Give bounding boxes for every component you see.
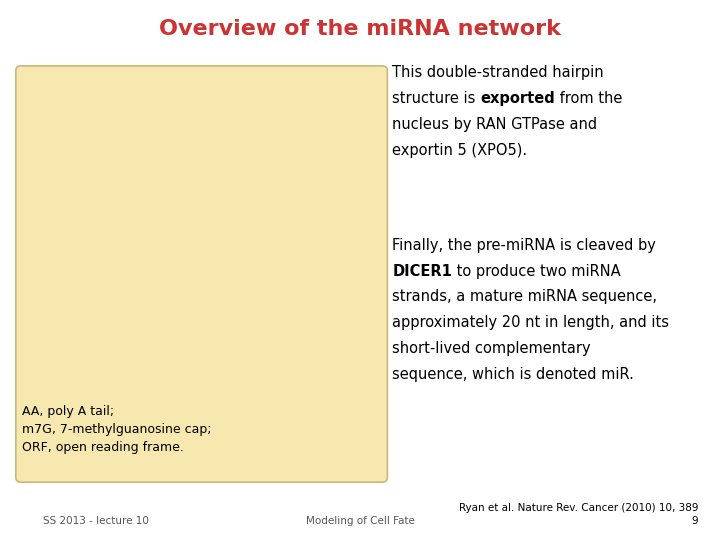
- Text: sequence, which is denoted miR.: sequence, which is denoted miR.: [392, 367, 634, 382]
- Text: DICER1: DICER1: [392, 264, 452, 279]
- Text: Overview of the miRNA network: Overview of the miRNA network: [159, 19, 561, 39]
- FancyBboxPatch shape: [16, 66, 387, 482]
- Text: short-lived complementary: short-lived complementary: [392, 341, 591, 356]
- Text: approximately 20 nt in length, and its: approximately 20 nt in length, and its: [392, 315, 670, 330]
- Text: exported: exported: [480, 91, 555, 106]
- Text: strands, a mature miRNA sequence,: strands, a mature miRNA sequence,: [392, 289, 657, 305]
- Text: to produce two miRNA: to produce two miRNA: [452, 264, 621, 279]
- Text: nucleus by RAN GTPase and: nucleus by RAN GTPase and: [392, 117, 598, 132]
- Text: exportin 5 (XPO5).: exportin 5 (XPO5).: [392, 143, 528, 158]
- Text: This double-stranded hairpin: This double-stranded hairpin: [392, 65, 604, 80]
- Text: Finally, the pre-miRNA is cleaved by: Finally, the pre-miRNA is cleaved by: [392, 238, 656, 253]
- Text: Modeling of Cell Fate: Modeling of Cell Fate: [305, 516, 415, 526]
- Text: SS 2013 - lecture 10: SS 2013 - lecture 10: [43, 516, 149, 526]
- Text: 9: 9: [692, 516, 698, 526]
- Text: AA, poly A tail;
m7G, 7-methylguanosine cap;
ORF, open reading frame.: AA, poly A tail; m7G, 7-methylguanosine …: [22, 405, 211, 454]
- Text: structure is: structure is: [392, 91, 480, 106]
- Text: from the: from the: [555, 91, 623, 106]
- Text: Ryan et al. Nature Rev. Cancer (2010) 10, 389: Ryan et al. Nature Rev. Cancer (2010) 10…: [459, 503, 698, 513]
